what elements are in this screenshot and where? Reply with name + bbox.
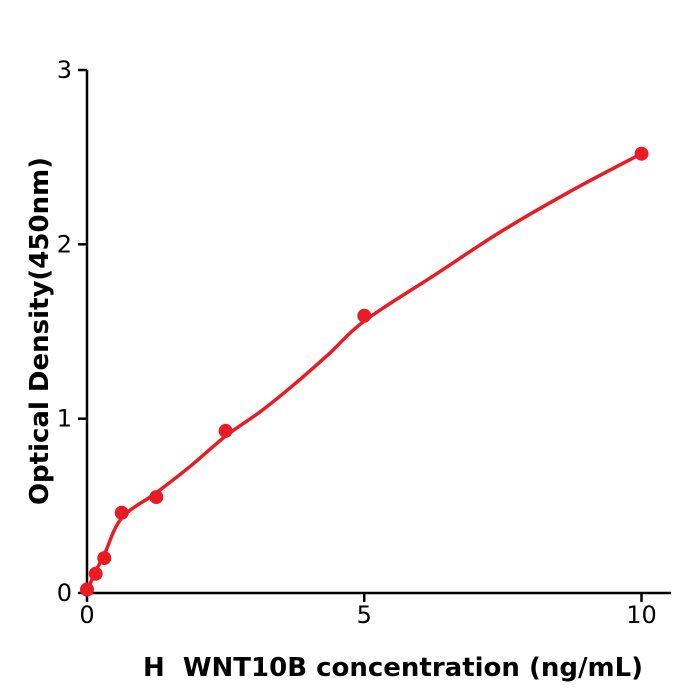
y-tick-label: 3 bbox=[57, 56, 72, 84]
data-point bbox=[114, 505, 129, 520]
data-point bbox=[149, 490, 164, 505]
data-point bbox=[357, 308, 372, 323]
x-tick-label: 0 bbox=[79, 601, 94, 629]
x-tick-label: 10 bbox=[626, 601, 657, 629]
fit-curve bbox=[85, 151, 644, 594]
y-tick-label: 0 bbox=[57, 579, 72, 607]
data-point bbox=[80, 582, 94, 597]
x-axis-label: H WNT10B concentration (ng/mL) bbox=[142, 653, 644, 683]
y-axis-label: Optical Density(450nm) bbox=[25, 156, 55, 506]
y-tick-label: 1 bbox=[57, 405, 72, 433]
data-point bbox=[88, 566, 103, 581]
data-point bbox=[634, 146, 649, 161]
data-point bbox=[97, 551, 112, 566]
axis-spines bbox=[85, 70, 671, 595]
x-tick-label: 5 bbox=[357, 601, 372, 629]
data-point bbox=[218, 423, 233, 438]
y-tick-label: 2 bbox=[57, 230, 72, 258]
